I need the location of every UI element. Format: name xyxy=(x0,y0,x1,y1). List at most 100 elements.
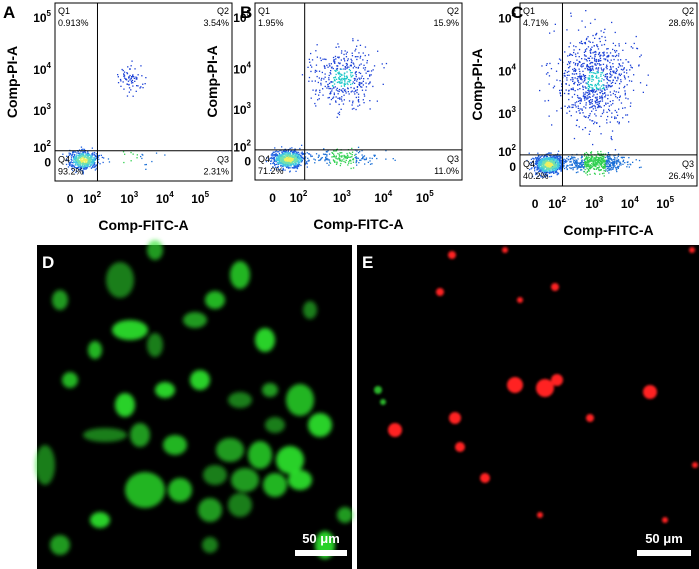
dot xyxy=(560,165,563,167)
dot xyxy=(603,105,605,107)
dot xyxy=(549,164,551,167)
dot xyxy=(346,63,348,65)
dot xyxy=(573,104,575,106)
dot xyxy=(276,154,278,157)
dot xyxy=(591,156,593,158)
dot xyxy=(333,79,336,81)
dot xyxy=(79,161,81,163)
dot xyxy=(587,36,589,38)
dot xyxy=(107,158,110,160)
tick-base: 10 xyxy=(33,141,47,155)
dot xyxy=(314,159,316,161)
dot xyxy=(355,66,357,69)
dot xyxy=(353,77,355,80)
dot xyxy=(93,151,96,154)
dot xyxy=(79,153,81,155)
dot xyxy=(82,164,84,166)
dot xyxy=(365,157,368,159)
dot xyxy=(600,158,603,160)
dot xyxy=(593,89,596,91)
dot xyxy=(614,109,616,112)
dot xyxy=(563,73,565,75)
dot xyxy=(592,41,594,44)
dot xyxy=(68,154,70,156)
dot xyxy=(272,152,274,155)
cell xyxy=(480,473,490,483)
dot xyxy=(594,63,596,65)
dot xyxy=(551,160,554,162)
cell xyxy=(190,370,210,390)
dot xyxy=(575,111,578,113)
tick-base: 10 xyxy=(233,140,247,154)
dot xyxy=(72,151,74,153)
dot xyxy=(345,156,347,158)
dot xyxy=(351,154,353,156)
dot xyxy=(298,155,300,157)
dot xyxy=(610,82,613,84)
dot xyxy=(612,92,614,95)
dot xyxy=(592,143,594,146)
dot xyxy=(572,169,574,171)
tick-base: 10 xyxy=(233,62,247,76)
dot xyxy=(600,85,603,87)
cell xyxy=(551,283,559,291)
dot xyxy=(603,53,605,55)
dot xyxy=(71,165,73,167)
dot xyxy=(72,151,74,154)
dot xyxy=(75,157,77,159)
dot xyxy=(288,154,290,156)
dot xyxy=(616,161,618,163)
dot xyxy=(540,167,543,169)
dot xyxy=(69,164,71,166)
dot xyxy=(282,167,284,170)
dot xyxy=(544,154,546,157)
dot xyxy=(589,70,591,72)
tick-base: 10 xyxy=(498,12,512,26)
dot xyxy=(270,160,273,162)
dot xyxy=(362,156,364,158)
dot xyxy=(619,96,621,98)
dot xyxy=(355,71,357,73)
dot xyxy=(588,60,591,62)
dot xyxy=(128,87,131,89)
dot xyxy=(278,159,280,162)
dot xyxy=(126,95,129,97)
dot xyxy=(337,72,339,74)
dot xyxy=(598,37,600,40)
dot xyxy=(585,151,588,154)
dot xyxy=(93,158,95,161)
dot xyxy=(614,49,616,52)
dot xyxy=(356,160,358,162)
dot xyxy=(374,154,376,156)
dot xyxy=(549,157,552,159)
dot xyxy=(130,82,133,84)
dot xyxy=(286,155,288,157)
dot xyxy=(369,108,371,110)
dot xyxy=(301,151,303,153)
dot xyxy=(559,163,561,165)
dot xyxy=(335,70,337,72)
dot xyxy=(300,156,302,158)
dot xyxy=(606,48,608,50)
dot xyxy=(628,166,630,168)
dot xyxy=(598,88,600,90)
dot xyxy=(355,156,357,158)
dot xyxy=(345,62,347,65)
dot xyxy=(612,162,614,164)
dot xyxy=(608,169,610,171)
dot xyxy=(296,166,299,168)
dot xyxy=(543,171,546,173)
tick-exp: 5 xyxy=(205,190,210,199)
dot xyxy=(301,74,304,76)
dot xyxy=(635,159,637,161)
dot xyxy=(540,159,542,161)
dot xyxy=(624,78,626,80)
dot xyxy=(583,80,586,82)
dot xyxy=(564,51,566,53)
dot xyxy=(133,76,135,78)
dot xyxy=(605,66,607,68)
dot xyxy=(582,70,584,72)
cell xyxy=(448,251,456,259)
dot xyxy=(82,164,84,167)
dot xyxy=(615,91,617,93)
